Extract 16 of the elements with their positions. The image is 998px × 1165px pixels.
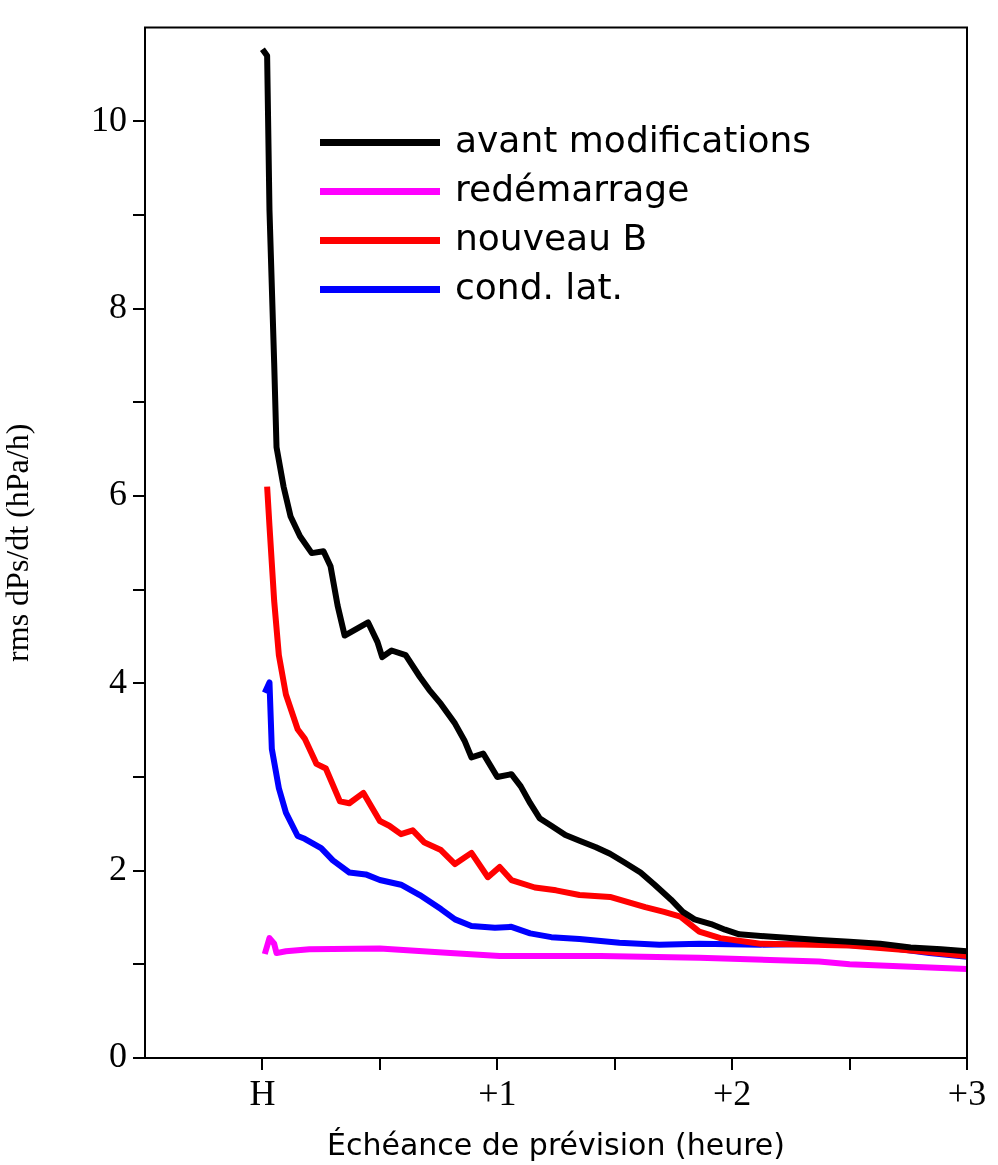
y-tick-label: 0 bbox=[109, 1035, 127, 1076]
x-tick-label: H bbox=[249, 1073, 276, 1114]
x-tick-label: +3 bbox=[947, 1073, 987, 1114]
legend-label: cond. lat. bbox=[455, 265, 623, 307]
y-axis-title: rms dPs/dt (hPa/h) bbox=[0, 423, 35, 662]
y-tick-label: 4 bbox=[109, 660, 127, 701]
y-tick-label: 8 bbox=[109, 286, 127, 327]
x-axis-title: Échéance de prévision (heure) bbox=[327, 1126, 785, 1162]
y-tick-label: 2 bbox=[109, 848, 127, 889]
x-tick-label: +1 bbox=[478, 1073, 517, 1114]
legend-label: avant modifications bbox=[455, 118, 811, 160]
legend-label: redémarrage bbox=[455, 167, 690, 209]
legend-label: nouveau B bbox=[455, 216, 648, 258]
y-tick-label: 6 bbox=[109, 473, 127, 514]
x-tick-label: +2 bbox=[712, 1073, 752, 1114]
y-tick-label: 10 bbox=[91, 98, 127, 139]
